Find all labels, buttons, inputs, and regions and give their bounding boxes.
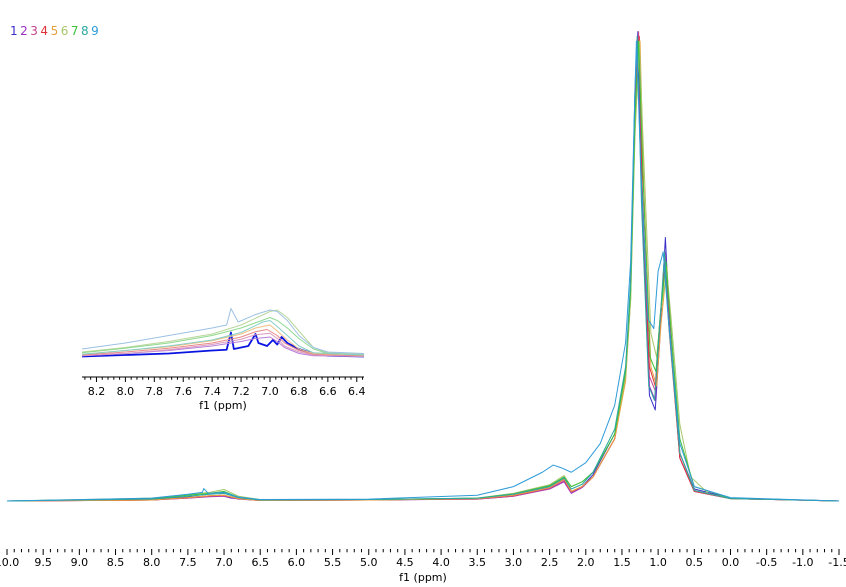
inset-series-6: [81, 309, 365, 355]
inset-tick-label: 6.6: [319, 385, 337, 398]
legend-entry-5: 5: [50, 24, 59, 38]
main-tick-label: 5.0: [360, 556, 378, 569]
main-tick-label: 3.0: [505, 556, 523, 569]
main-tick-label: 10.0: [0, 556, 19, 569]
inset-x-axis-title: f1 (ppm): [199, 399, 247, 412]
main-series-7: [6, 40, 840, 502]
legend-entry-7: 7: [70, 24, 79, 38]
main-tick-label: 3.5: [469, 556, 487, 569]
inset-tick-label: 7.0: [261, 385, 279, 398]
main-tick-label: 7.5: [179, 556, 197, 569]
legend-entry-9: 9: [91, 24, 100, 38]
inset-plot: 8.2 8.0 7.8 7.6 7.4 7.2 7.0 6.8 6.6 6.4 f1 (ppm): [81, 308, 366, 412]
main-tick-label: 4.0: [432, 556, 450, 569]
main-tick-label: 8.0: [143, 556, 161, 569]
main-tick-label: 6.0: [288, 556, 306, 569]
main-tick-label: 2.0: [577, 556, 595, 569]
main-tick-label: 4.5: [396, 556, 414, 569]
main-x-axis-title: f1 (ppm): [399, 571, 447, 584]
legend-entry-4: 4: [40, 24, 49, 38]
main-tick-label: 8.5: [107, 556, 125, 569]
main-tick-label: 6.5: [251, 556, 269, 569]
main-tick-label: -1.5: [828, 556, 846, 569]
main-series-9: [6, 40, 840, 502]
main-tick-label: 0.5: [686, 556, 704, 569]
inset-tick-label: 7.2: [232, 385, 250, 398]
main-series-8: [6, 35, 840, 502]
inset-tick-label: 8.0: [117, 385, 135, 398]
main-series-6: [6, 40, 840, 502]
main-tick-label: 1.5: [613, 556, 631, 569]
inset-tick-label: 6.4: [348, 385, 366, 398]
main-tick-label: 5.5: [324, 556, 342, 569]
inset-series-8: [81, 320, 365, 356]
main-series-2: [6, 35, 840, 502]
inset-series-5: [81, 324, 365, 356]
main-series-1: [6, 31, 840, 502]
legend-entry-3: 3: [30, 24, 39, 38]
inset-series-2: [81, 336, 365, 357]
inset-tick-label: 7.8: [146, 385, 164, 398]
main-tick-label: 2.5: [541, 556, 559, 569]
inset-tick-label: 8.2: [88, 385, 106, 398]
main-series-3: [6, 31, 840, 502]
legend-entry-2: 2: [20, 24, 29, 38]
main-tick-label: 1.0: [649, 556, 667, 569]
legend-entry-6: 6: [60, 24, 69, 38]
main-series-4: [6, 35, 840, 502]
main-series-5: [6, 40, 840, 502]
inset-series-4: [81, 329, 365, 357]
main-tick-label: 7.0: [215, 556, 233, 569]
inset-series-7: [81, 317, 365, 356]
inset-series-9: [81, 308, 365, 354]
main-tick-label: 9.0: [71, 556, 89, 569]
main-tick-label: 9.5: [34, 556, 52, 569]
legend-entry-8: 8: [80, 24, 90, 38]
main-tick-label: -1.0: [792, 556, 813, 569]
inset-series-3: [81, 332, 365, 357]
legend-entry-1: 1: [10, 24, 19, 38]
inset-tick-label: 7.4: [203, 385, 221, 398]
inset-tick-label: 7.6: [174, 385, 192, 398]
main-tick-label: 0.0: [722, 556, 740, 569]
main-tick-label: -0.5: [756, 556, 777, 569]
inset-tick-label: 6.8: [290, 385, 308, 398]
main-plot: 10.0 9.5 9.0 8.5 8.0 7.5 7.0 6.5 6.0 5.5 5.0 4.5 4.0…: [0, 31, 846, 584]
